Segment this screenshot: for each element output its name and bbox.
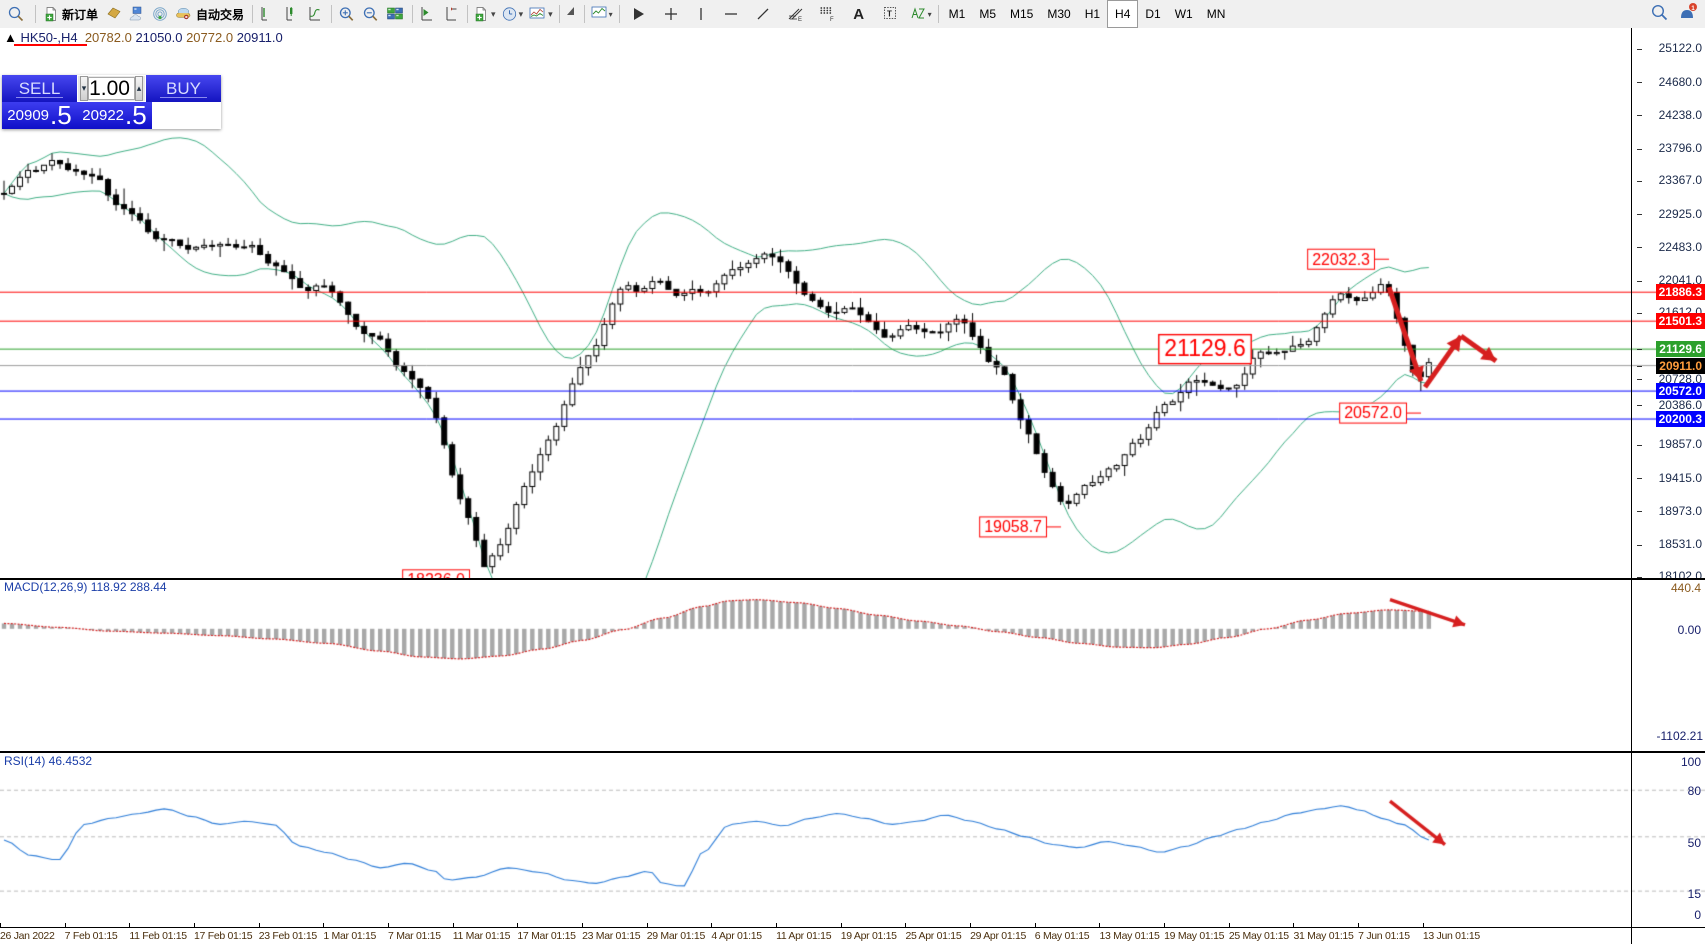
svg-text:T: T	[887, 10, 892, 19]
svg-text:E: E	[798, 17, 802, 22]
svg-text:F: F	[830, 17, 834, 22]
